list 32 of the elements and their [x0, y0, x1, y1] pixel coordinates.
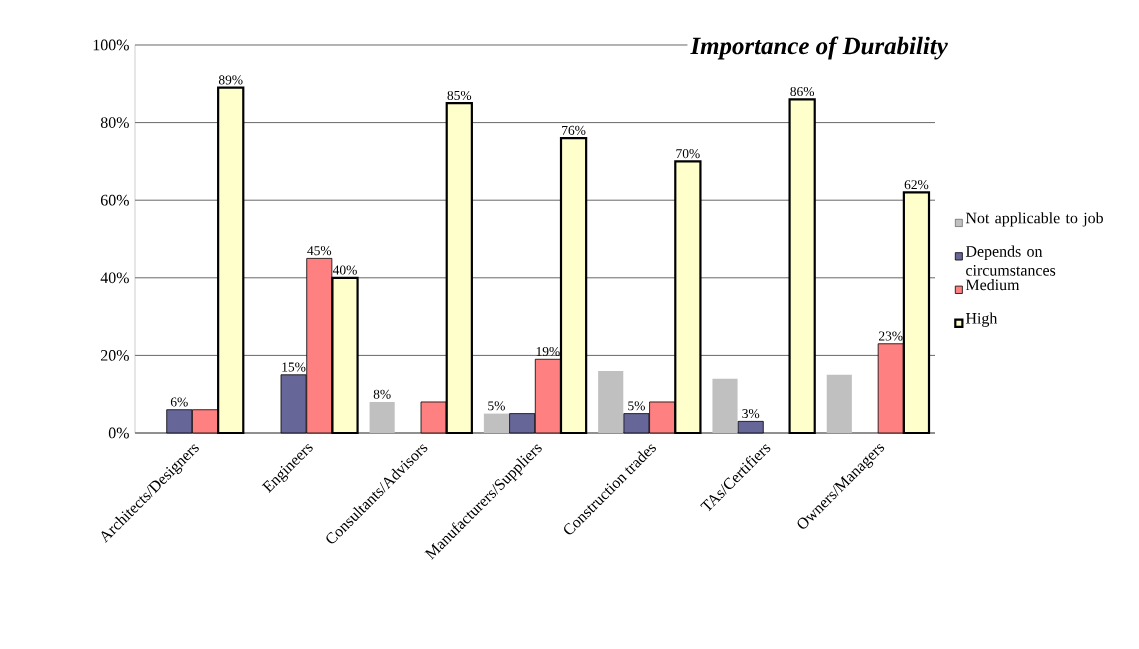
data-label: 19%: [536, 346, 560, 357]
data-label: 40%: [332, 265, 357, 275]
data-label: 6%: [170, 397, 188, 407]
y-tick-label: 0%: [108, 427, 129, 439]
data-label: 76%: [562, 125, 586, 135]
data-label: 15%: [282, 362, 306, 372]
y-tick-label: 20%: [100, 350, 129, 361]
data-label: 23%: [878, 331, 903, 341]
y-tick-label: 60%: [100, 194, 129, 206]
legend-label: Medium: [965, 279, 1020, 291]
legend-label: High: [965, 312, 998, 327]
bar: [483, 413, 509, 433]
data-label: 85%: [447, 90, 472, 100]
bar: [598, 370, 624, 433]
data-label: 5%: [628, 401, 645, 411]
data-label: 89%: [218, 75, 243, 85]
legend-label: Not applicable to job: [965, 212, 1103, 227]
y-tick-label: 100%: [93, 39, 129, 51]
bar: [826, 374, 852, 433]
data-label: 45%: [307, 246, 332, 256]
chart-title: Importance of Durability: [690, 36, 948, 60]
data-label: 3%: [742, 409, 760, 419]
data-label: 8%: [373, 389, 391, 399]
data-label: 86%: [790, 87, 815, 97]
legend-label: Depends on circumstances: [965, 245, 1056, 276]
data-label: 70%: [676, 149, 700, 159]
y-tick-label: 80%: [100, 117, 129, 128]
y-tick-label: 40%: [100, 272, 129, 284]
data-label: 62%: [904, 180, 929, 190]
data-label: 5%: [488, 401, 505, 411]
bar: [369, 401, 395, 433]
bar: [712, 378, 738, 433]
